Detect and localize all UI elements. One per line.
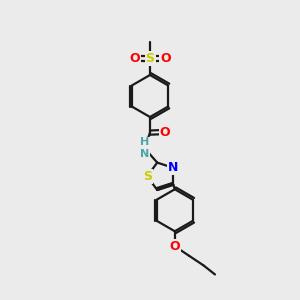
Text: O: O — [129, 52, 140, 65]
Text: H
N: H N — [140, 137, 149, 159]
Text: O: O — [169, 240, 180, 253]
Text: N: N — [168, 161, 178, 174]
Text: O: O — [160, 125, 170, 139]
Text: O: O — [160, 52, 171, 65]
Text: S: S — [143, 170, 152, 183]
Text: S: S — [146, 52, 154, 65]
